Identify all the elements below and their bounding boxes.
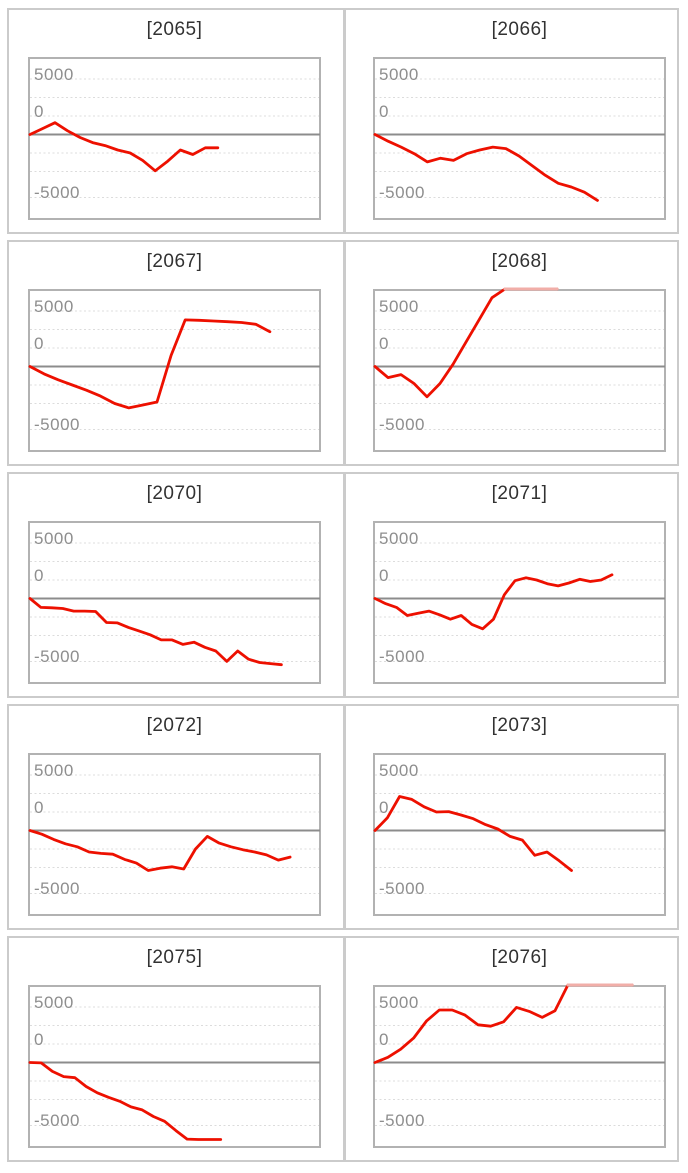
chart-title: [2075] xyxy=(146,947,203,968)
series-line xyxy=(373,795,573,872)
chart-title: [2066] xyxy=(491,19,548,40)
chart-panel: [2071] 5000 0 -5000 xyxy=(343,474,677,696)
y-tick-label-5000: 5000 xyxy=(34,993,74,1012)
y-tick-label-neg5000: -5000 xyxy=(379,879,425,898)
y-tick-label-neg5000: -5000 xyxy=(379,415,425,434)
plot-area: 5000 0 -5000 xyxy=(373,57,666,220)
chart-panel: [2070] 5000 0 -5000 xyxy=(9,474,343,696)
y-tick-label-5000: 5000 xyxy=(34,761,74,780)
series-line xyxy=(373,133,599,202)
chart-title: [2068] xyxy=(491,251,548,272)
y-tick-label-0: 0 xyxy=(379,1030,389,1049)
chart-panel: [2072] 5000 0 -5000 xyxy=(9,706,343,928)
series-line xyxy=(28,597,283,667)
y-tick-label-neg5000: -5000 xyxy=(34,879,80,898)
chart-row: [2065] 5000 0 -5000 [2066] 5000 0 -5000 xyxy=(7,8,679,234)
y-tick-label-neg5000: -5000 xyxy=(34,1111,80,1130)
chart-title: [2067] xyxy=(146,251,203,272)
plot-area: 5000 0 -5000 xyxy=(28,57,321,220)
y-tick-label-0: 0 xyxy=(34,102,44,121)
sparkline-svg xyxy=(373,983,665,1126)
y-tick-label-0: 0 xyxy=(34,334,44,353)
sparkline-svg xyxy=(28,310,320,430)
y-tick-label-0: 0 xyxy=(379,334,389,353)
y-tick-label-5000: 5000 xyxy=(34,65,74,84)
plot-area: 5000 0 -5000 xyxy=(373,287,666,452)
y-tick-label-5000: 5000 xyxy=(379,761,419,780)
sparkline-svg xyxy=(28,78,320,198)
sparkline-svg xyxy=(373,774,665,894)
plot-area: 5000 0 -5000 xyxy=(373,521,666,684)
sparkline-svg xyxy=(373,542,665,662)
chart-panel: [2065] 5000 0 -5000 xyxy=(9,10,343,232)
chart-panel: [2073] 5000 0 -5000 xyxy=(343,706,677,928)
plot-area: 5000 0 -5000 xyxy=(373,753,666,916)
plot-area: 5000 0 -5000 xyxy=(28,521,321,684)
sparkline-svg xyxy=(28,1006,320,1141)
y-tick-label-5000: 5000 xyxy=(34,529,74,548)
plot-area: 5000 0 -5000 xyxy=(28,289,321,452)
y-tick-label-neg5000: -5000 xyxy=(379,1111,425,1130)
series-line xyxy=(28,829,292,872)
chart-title: [2071] xyxy=(491,483,548,504)
chart-row: [2075] 5000 0 -5000 [2076] 5000 0 -5000 xyxy=(7,936,679,1162)
chart-panel: [2076] 5000 0 -5000 xyxy=(343,938,677,1160)
y-tick-label-neg5000: -5000 xyxy=(379,647,425,666)
series-line xyxy=(28,318,272,410)
sparkline-svg xyxy=(28,774,320,894)
chart-title: [2076] xyxy=(491,947,548,968)
y-tick-label-5000: 5000 xyxy=(379,65,419,84)
sparkline-svg xyxy=(373,78,665,202)
chart-panel: [2068] 5000 0 -5000 xyxy=(343,242,677,464)
y-tick-label-5000: 5000 xyxy=(379,993,419,1012)
y-tick-label-0: 0 xyxy=(34,566,44,585)
plot-area: 5000 0 -5000 xyxy=(28,753,321,916)
chart-panel: [2075] 5000 0 -5000 xyxy=(9,938,343,1160)
y-tick-label-5000: 5000 xyxy=(379,297,419,316)
series-line xyxy=(28,1061,223,1141)
chart-panel: [2067] 5000 0 -5000 xyxy=(9,242,343,464)
chart-title: [2070] xyxy=(146,483,203,504)
sparkline-svg xyxy=(28,542,320,667)
plot-area: 5000 0 -5000 xyxy=(28,985,321,1148)
chart-title: [2065] xyxy=(146,19,203,40)
y-tick-label-0: 0 xyxy=(379,566,389,585)
sparkline-svg xyxy=(373,287,665,430)
chart-row: [2067] 5000 0 -5000 [2068] 5000 0 -5000 xyxy=(7,240,679,466)
y-tick-label-neg5000: -5000 xyxy=(34,647,80,666)
plot-area: 5000 0 -5000 xyxy=(373,983,666,1148)
y-tick-label-neg5000: -5000 xyxy=(34,183,80,202)
y-tick-label-neg5000: -5000 xyxy=(34,415,80,434)
chart-title: [2073] xyxy=(491,715,548,736)
chart-panel: [2066] 5000 0 -5000 xyxy=(343,10,677,232)
y-tick-label-0: 0 xyxy=(34,798,44,817)
y-tick-label-0: 0 xyxy=(34,1030,44,1049)
chart-grid: [2065] 5000 0 -5000 [2066] 5000 0 -5000 … xyxy=(7,8,679,1162)
y-tick-label-0: 0 xyxy=(379,798,389,817)
y-tick-label-5000: 5000 xyxy=(379,529,419,548)
y-tick-label-5000: 5000 xyxy=(34,297,74,316)
chart-row: [2070] 5000 0 -5000 [2071] 5000 0 -5000 xyxy=(7,472,679,698)
chart-title: [2072] xyxy=(146,715,203,736)
y-tick-label-neg5000: -5000 xyxy=(379,183,425,202)
series-line xyxy=(28,121,220,173)
chart-row: [2072] 5000 0 -5000 [2073] 5000 0 -5000 xyxy=(7,704,679,930)
y-tick-label-0: 0 xyxy=(379,102,389,121)
series-line xyxy=(373,573,614,631)
